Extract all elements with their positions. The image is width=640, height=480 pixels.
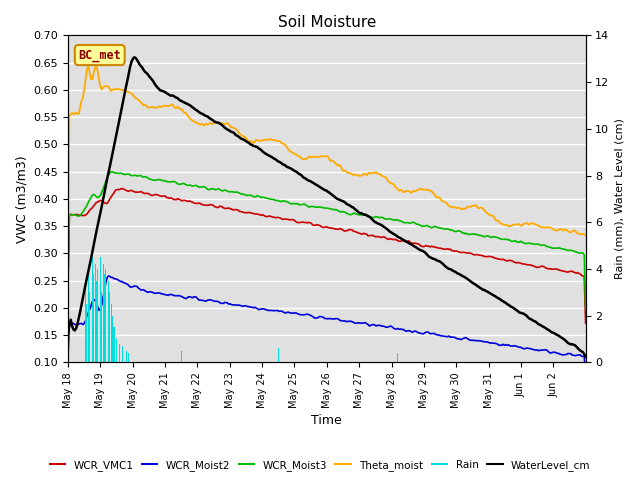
Bar bbox=[85, 281, 86, 362]
Bar bbox=[113, 327, 115, 362]
Bar bbox=[100, 257, 101, 362]
Bar bbox=[278, 348, 280, 362]
Bar bbox=[93, 274, 94, 362]
Bar bbox=[111, 304, 112, 362]
Bar bbox=[119, 344, 120, 362]
Y-axis label: VWC (m3/m3): VWC (m3/m3) bbox=[15, 155, 28, 243]
Bar bbox=[86, 304, 88, 362]
Bar bbox=[109, 292, 111, 362]
Bar bbox=[108, 281, 109, 362]
Bar bbox=[128, 353, 129, 362]
Bar bbox=[92, 257, 93, 362]
Bar bbox=[181, 351, 182, 362]
Bar bbox=[88, 269, 89, 362]
Bar bbox=[101, 292, 102, 362]
Bar bbox=[97, 269, 99, 362]
Text: BC_met: BC_met bbox=[78, 48, 121, 61]
Legend: WCR_VMC1, WCR_Moist2, WCR_Moist3, Theta_moist, Rain, WaterLevel_cm: WCR_VMC1, WCR_Moist2, WCR_Moist3, Theta_… bbox=[45, 456, 595, 475]
Bar bbox=[102, 264, 104, 362]
Bar bbox=[116, 339, 117, 362]
Bar bbox=[89, 292, 90, 362]
Bar bbox=[122, 346, 123, 362]
Bar bbox=[125, 351, 127, 362]
Bar bbox=[112, 316, 113, 362]
Bar bbox=[96, 281, 97, 362]
Title: Soil Moisture: Soil Moisture bbox=[278, 15, 376, 30]
Y-axis label: Rain (mm), Water Level (cm): Rain (mm), Water Level (cm) bbox=[615, 119, 625, 279]
Bar bbox=[104, 274, 105, 362]
Bar bbox=[397, 353, 398, 362]
X-axis label: Time: Time bbox=[312, 414, 342, 427]
